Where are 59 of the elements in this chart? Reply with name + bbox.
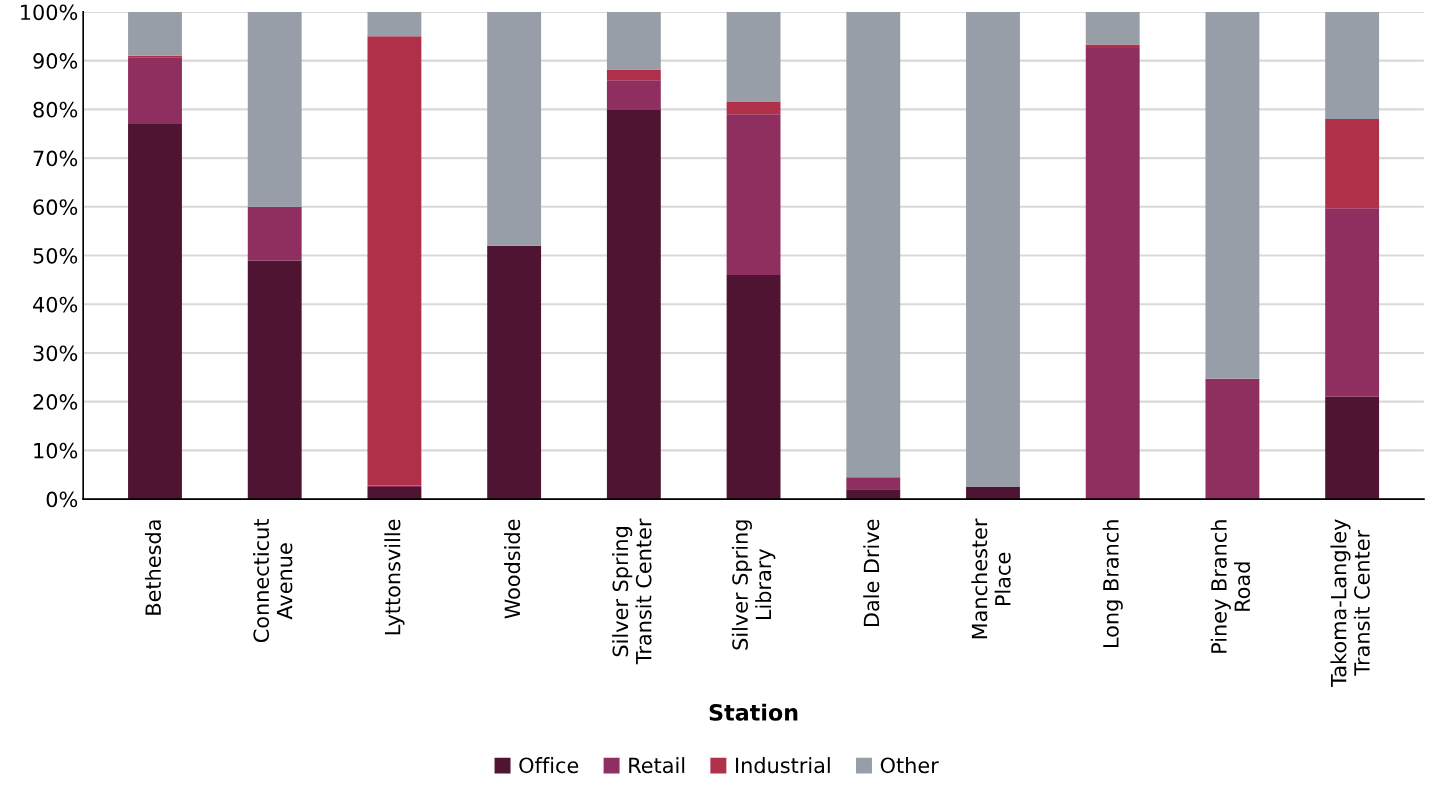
y-tick-label: 20% <box>33 394 78 410</box>
x-tick-label: Dale Drive <box>863 519 880 627</box>
bar <box>247 206 302 261</box>
bar <box>846 489 901 500</box>
x-tick-label: Silver Spring Library <box>731 520 776 650</box>
bar <box>966 11 1020 487</box>
bar <box>1325 396 1380 500</box>
y-tick-label: 90% <box>33 53 78 69</box>
y-tick-label: 30% <box>33 345 78 362</box>
bar <box>247 260 302 500</box>
bar <box>726 102 781 115</box>
x-tick-label: Lyttonsville <box>384 519 405 635</box>
bar <box>606 11 661 70</box>
bar <box>1205 11 1260 379</box>
x-tick-label: Woodside <box>504 519 521 619</box>
x-tick-label: Long Branch <box>1102 520 1123 648</box>
x-tick-label: Connecticut Avenue <box>252 519 293 643</box>
y-tick-label: 60% <box>33 199 78 216</box>
bar <box>606 80 661 110</box>
legend-label: Office <box>519 757 579 774</box>
bar <box>128 11 182 56</box>
bar <box>487 245 542 500</box>
bar <box>726 275 781 500</box>
bar <box>726 114 781 275</box>
bar <box>1085 47 1140 500</box>
bar <box>247 11 302 207</box>
x-axis-title: Station <box>709 703 798 721</box>
bar <box>367 486 422 500</box>
legend-label: Other <box>880 757 939 774</box>
bar <box>487 11 542 246</box>
x-tick-label: Takoma-Langley Transit Center <box>1330 519 1370 688</box>
bar <box>1325 11 1380 120</box>
x-tick-label: Silver Spring Transit Center <box>612 518 652 665</box>
x-tick-label: Manchester Place <box>971 518 1011 639</box>
legend-label: Retail <box>629 757 685 774</box>
y-tick-label: 10% <box>34 442 78 459</box>
bar <box>1085 11 1140 45</box>
bar <box>128 123 182 500</box>
bar <box>726 11 781 103</box>
bar <box>846 11 901 478</box>
y-tick-label: 70% <box>33 150 78 167</box>
bar <box>1325 208 1380 397</box>
bar <box>606 69 661 81</box>
x-tick-label: Bethesda <box>144 520 162 615</box>
y-tick-label: 100% <box>21 4 78 21</box>
x-tick-label: Piney Branch Road <box>1210 520 1251 653</box>
bar <box>367 36 422 486</box>
bar <box>966 486 1020 500</box>
y-tick-label: 50% <box>33 247 78 264</box>
y-tick-label: 40% <box>33 296 78 313</box>
bar <box>606 109 661 500</box>
y-tick-label: 80% <box>33 101 78 118</box>
bar <box>846 477 901 490</box>
bar <box>367 11 422 37</box>
bar <box>1325 119 1380 209</box>
legend-label: Industrial <box>736 757 830 774</box>
bar <box>1205 378 1260 500</box>
bar <box>128 57 182 124</box>
y-tick-label: 0% <box>46 491 78 508</box>
